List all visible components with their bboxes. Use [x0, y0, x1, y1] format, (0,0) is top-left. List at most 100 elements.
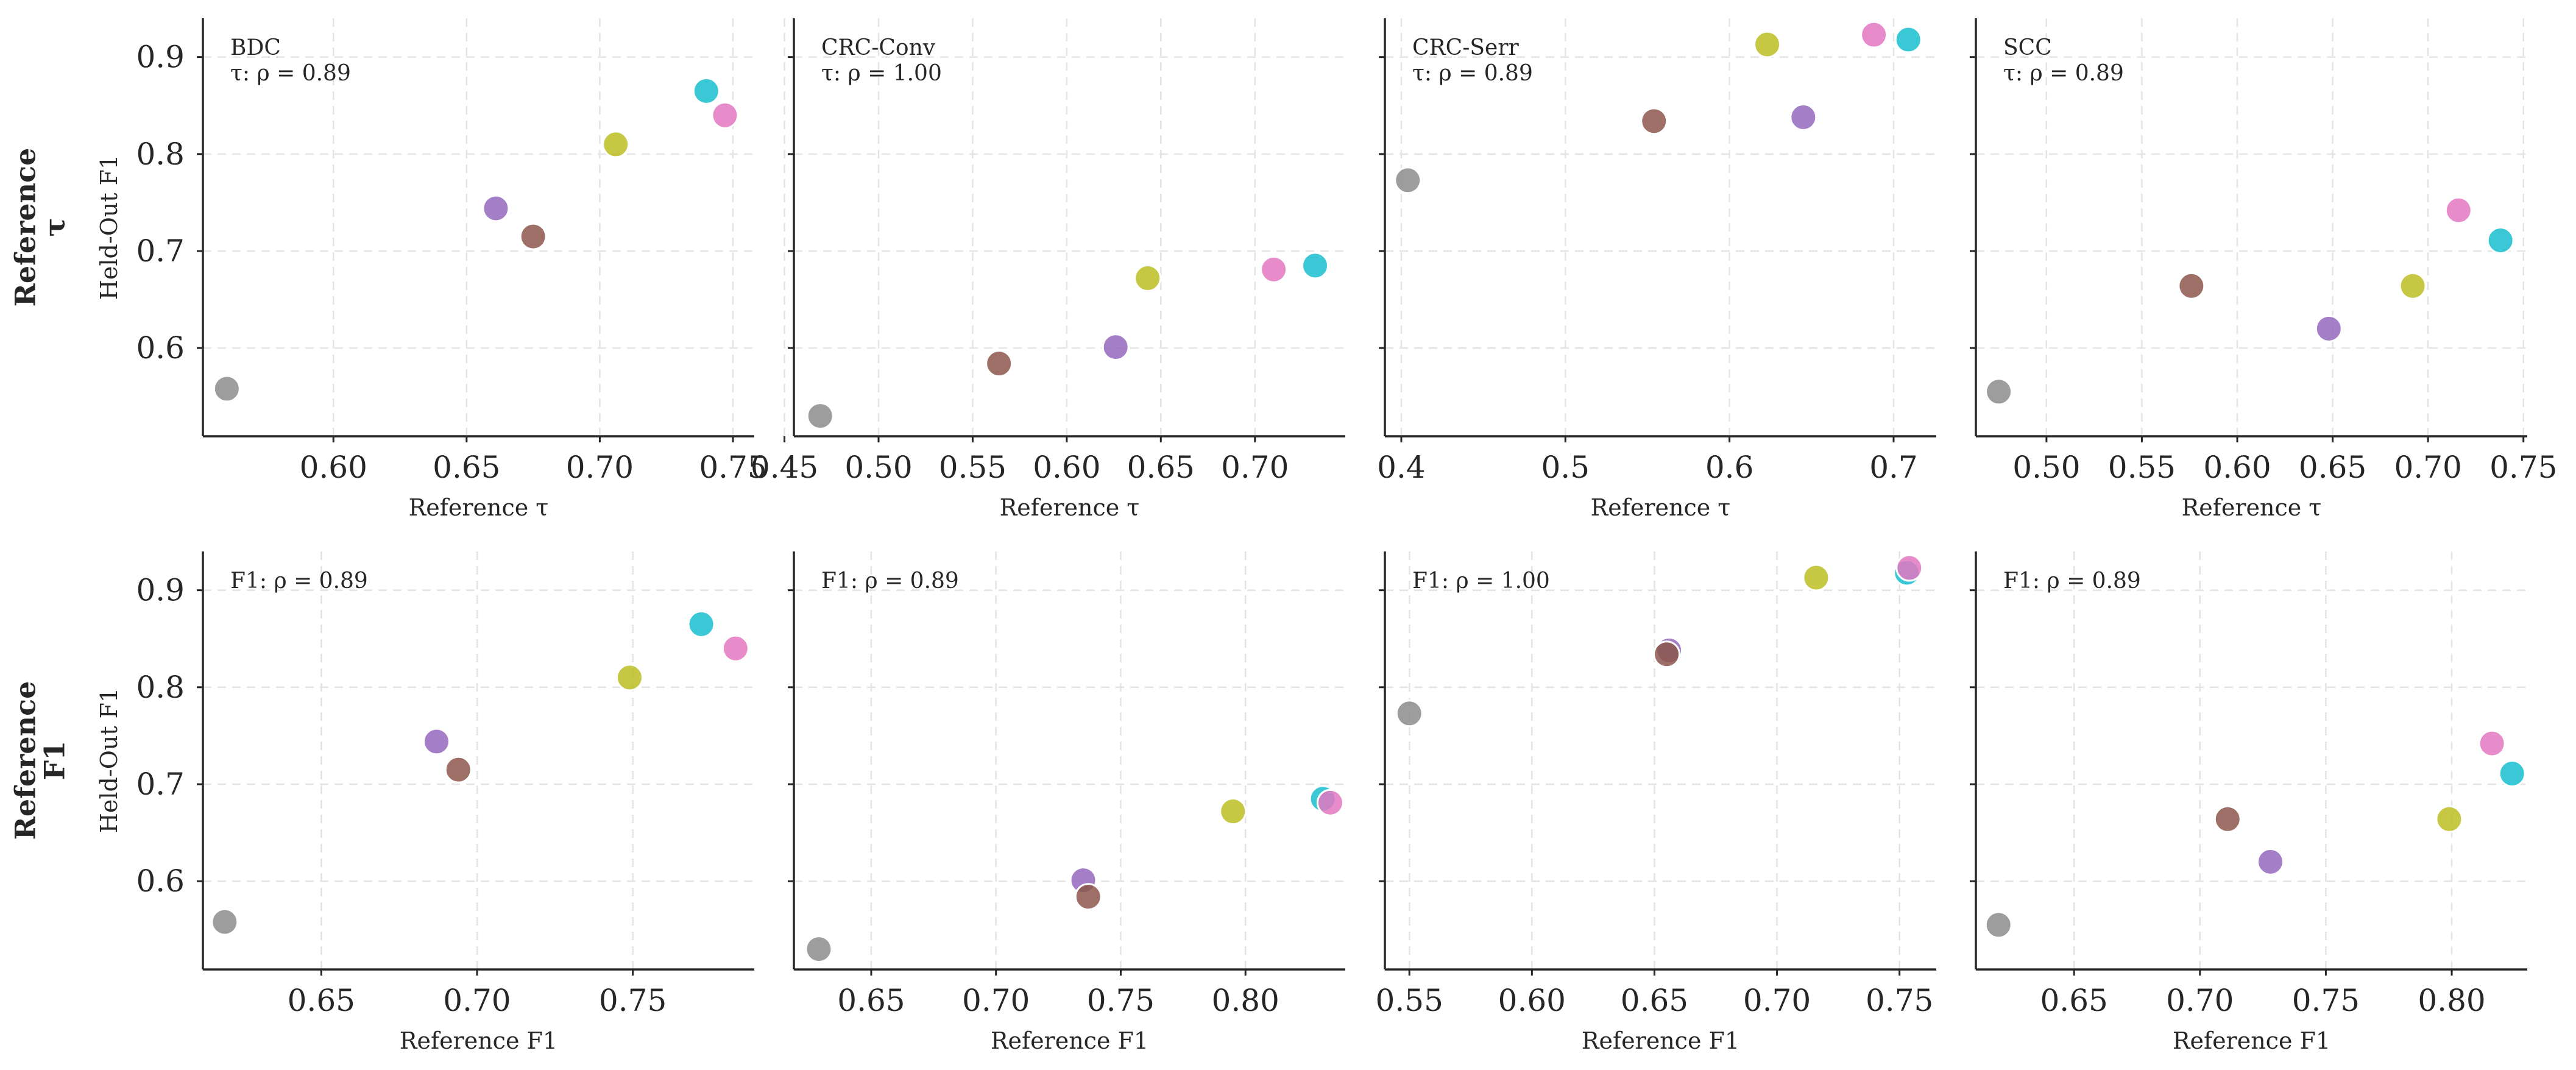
rho-annotation: F1: ρ = 1.00 — [1412, 569, 1550, 593]
y-tick-label: 0.6 — [136, 863, 185, 899]
x-tick-label: 0.65 — [837, 983, 905, 1018]
data-point-pink — [1316, 788, 1344, 817]
panel-title: CRC-Serr — [1412, 35, 1520, 60]
data-point-brown — [1653, 640, 1681, 668]
x-axis-label: Reference F1 — [991, 1027, 1148, 1054]
data-point-gray — [805, 935, 833, 963]
y-axis-label: Held-Out F1 — [96, 155, 122, 300]
x-axis-label: Reference F1 — [2173, 1027, 2330, 1054]
y-tick-label: 0.9 — [136, 573, 185, 608]
x-tick-label: 0.80 — [2418, 983, 2485, 1018]
x-axis-label: Reference τ — [2182, 494, 2322, 521]
x-tick-label: 0.80 — [1212, 983, 1279, 1018]
x-tick-label: 0.60 — [2203, 450, 2271, 485]
data-point-cyan — [2486, 226, 2514, 254]
x-tick-label: 0.65 — [1621, 983, 1688, 1018]
x-tick-label: 0.65 — [288, 983, 355, 1018]
x-tick-label: 0.6 — [1705, 450, 1754, 485]
x-tick-label: 0.70 — [962, 983, 1030, 1018]
x-tick-label: 0.70 — [443, 983, 511, 1018]
panel-7: 0.55 0.60 0.65 0.70 0.75 Reference F1 F1: ρ = … — [1376, 551, 1936, 1054]
rho-annotation: τ: ρ = 1.00 — [821, 61, 942, 86]
data-point-cyan — [1894, 26, 1922, 54]
rho-annotation: τ: ρ = 0.89 — [230, 61, 351, 86]
data-point-olive — [1134, 264, 1162, 292]
x-tick-label: 0.60 — [300, 450, 367, 485]
panel-5: 0.65 0.70 0.75 0.6 0.7 0.8 0.9 Reference F1 Held… — [96, 551, 754, 1054]
x-tick-label: 0.55 — [1376, 983, 1443, 1018]
x-tick-label: 0.60 — [1033, 450, 1100, 485]
x-tick-label: 0.70 — [2394, 450, 2461, 485]
data-point-purple — [1789, 103, 1817, 131]
data-point-olive — [2399, 272, 2427, 300]
y-tick-label: 0.7 — [136, 233, 185, 269]
panel-title: SCC — [2003, 35, 2052, 60]
data-point-pink — [721, 634, 749, 662]
data-point-pink — [1260, 255, 1288, 283]
panel-1: 0.60 0.65 0.70 0.75 0.6 0.7 0.8 0.9 Reference τ H… — [96, 18, 767, 521]
data-point-pink — [711, 101, 739, 129]
y-tick-label: 0.8 — [136, 136, 185, 172]
data-point-olive — [615, 664, 643, 692]
data-point-purple — [2256, 848, 2284, 876]
x-tick-label: 0.65 — [2040, 983, 2108, 1018]
y-tick-label: 0.8 — [136, 670, 185, 705]
x-tick-label: 0.65 — [1127, 450, 1195, 485]
x-tick-label: 0.65 — [433, 450, 500, 485]
data-point-pink — [2478, 729, 2506, 757]
rho-annotation: τ: ρ = 0.89 — [1412, 61, 1533, 86]
x-tick-label: 0.75 — [1866, 983, 1933, 1018]
data-point-olive — [1753, 30, 1782, 58]
data-point-brown — [1640, 107, 1668, 135]
x-tick-label: 0.55 — [939, 450, 1007, 485]
data-point-olive — [602, 130, 630, 158]
x-tick-label: 0.4 — [1377, 450, 1426, 485]
rho-annotation: τ: ρ = 0.89 — [2003, 61, 2124, 86]
data-point-gray — [213, 375, 241, 403]
data-point-cyan — [2498, 759, 2526, 787]
data-point-gray — [1394, 166, 1422, 194]
rho-annotation: F1: ρ = 0.89 — [821, 569, 959, 593]
data-point-brown — [985, 350, 1013, 378]
row-label-line: τ — [38, 218, 71, 237]
x-tick-label: 0.75 — [2292, 983, 2360, 1018]
data-point-gray — [211, 908, 239, 936]
data-point-gray — [806, 402, 834, 430]
data-point-brown — [2178, 272, 2206, 300]
x-tick-label: 0.70 — [2166, 983, 2234, 1018]
data-point-cyan — [692, 77, 720, 105]
y-tick-label: 0.6 — [136, 330, 185, 366]
x-axis-label: Reference F1 — [400, 1027, 557, 1054]
x-tick-label: 0.75 — [699, 450, 766, 485]
rho-annotation: F1: ρ = 0.89 — [230, 569, 368, 593]
data-point-cyan — [1301, 252, 1329, 280]
row-label-line: Reference — [9, 148, 41, 307]
x-tick-label: 0.5 — [1541, 450, 1590, 485]
x-tick-label: 0.75 — [2489, 450, 2557, 485]
data-point-cyan — [687, 610, 715, 638]
panel-title: CRC-Conv — [821, 35, 936, 60]
x-tick-label: 0.70 — [566, 450, 634, 485]
x-tick-label: 0.75 — [1087, 983, 1155, 1018]
y-tick-label: 0.9 — [136, 40, 185, 75]
data-point-purple — [422, 728, 450, 756]
row-label-line: F1 — [38, 741, 71, 781]
x-axis-label: Reference τ — [1000, 494, 1140, 521]
row-label: ReferenceF1 — [9, 681, 71, 840]
data-point-brown — [444, 756, 472, 784]
panel-8: 0.65 0.70 0.75 0.80 Reference F1 F1: ρ = 0.89 — [1970, 551, 2527, 1054]
x-tick-label: 0.60 — [1498, 983, 1566, 1018]
row-label: Referenceτ — [9, 148, 71, 307]
x-tick-label: 0.75 — [599, 983, 667, 1018]
data-point-pink — [1860, 21, 1888, 49]
data-point-brown — [519, 222, 547, 250]
panel-6: 0.65 0.70 0.75 0.80 Reference F1 F1: ρ = 0.89 — [788, 551, 1345, 1054]
data-point-purple — [2315, 314, 2343, 342]
y-tick-label: 0.7 — [136, 767, 185, 802]
x-axis-label: Reference F1 — [1582, 1027, 1739, 1054]
row-label-line: Reference — [9, 681, 41, 840]
data-point-gray — [1985, 378, 2013, 406]
data-point-brown — [2213, 805, 2242, 833]
x-axis-label: Reference τ — [1591, 494, 1731, 521]
